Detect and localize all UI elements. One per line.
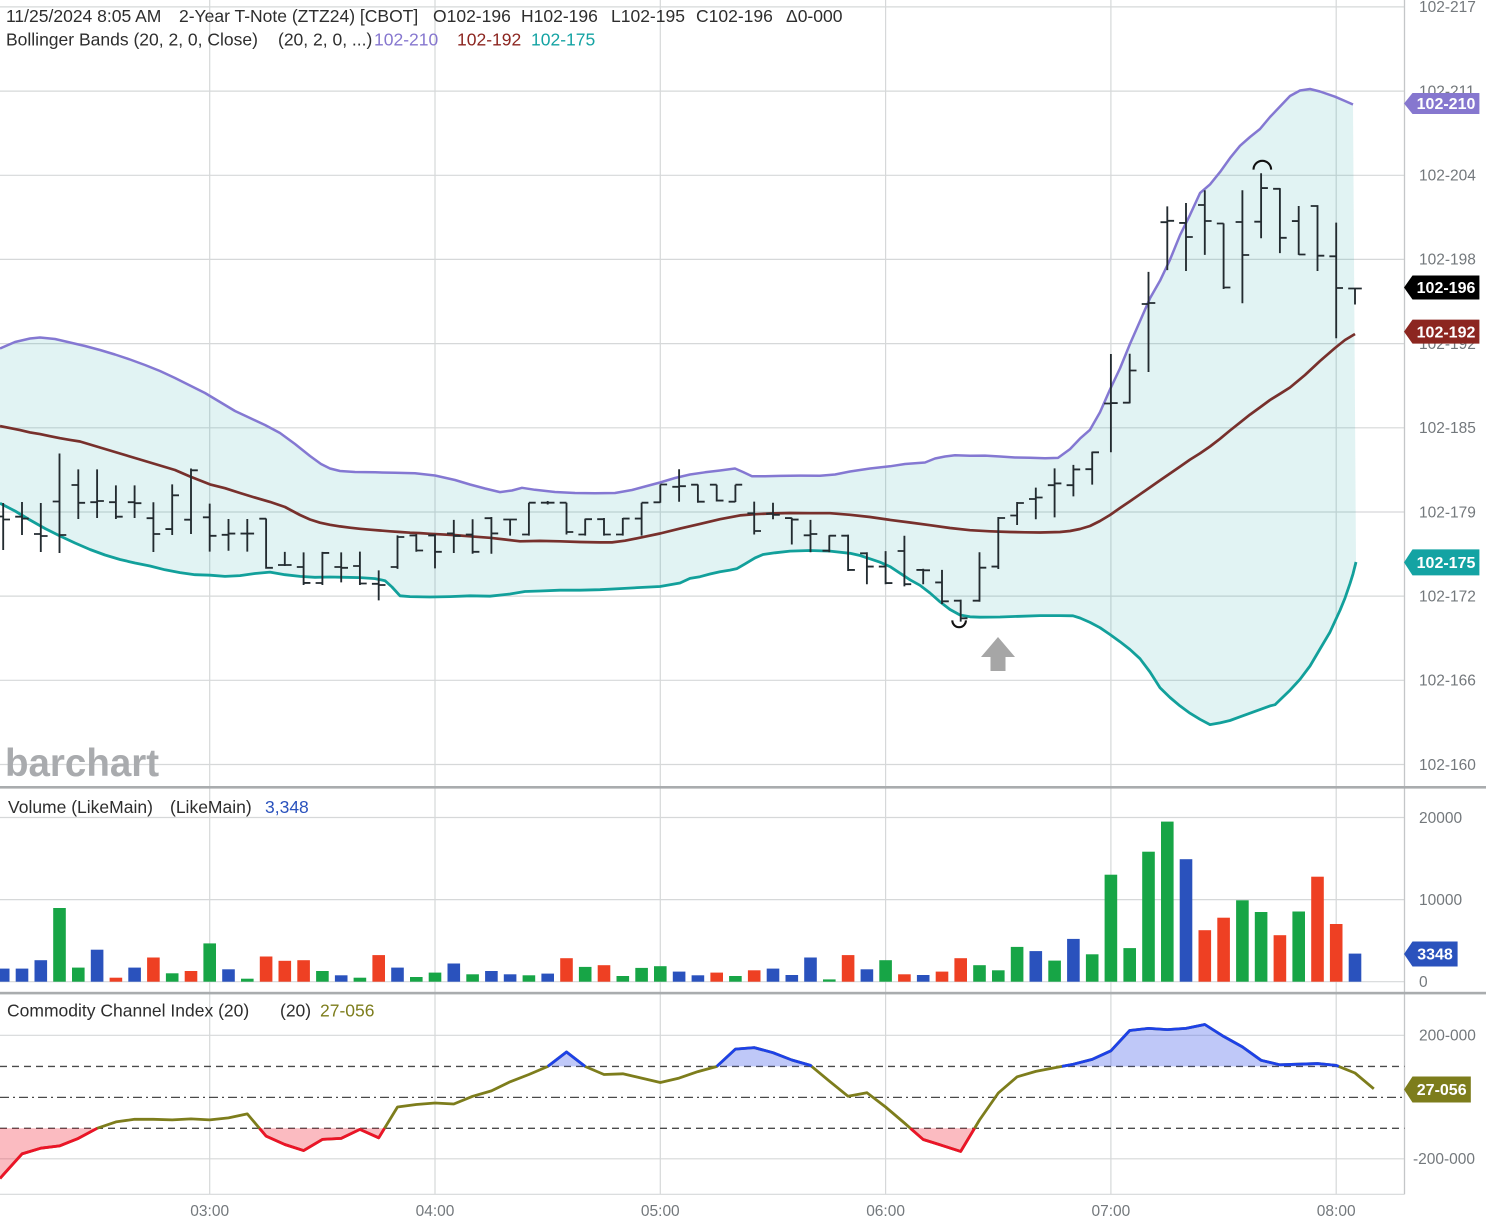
svg-text:27-056: 27-056 bbox=[1417, 1082, 1467, 1099]
svg-text:102-217: 102-217 bbox=[1419, 0, 1476, 16]
svg-text:102-210: 102-210 bbox=[1417, 96, 1476, 113]
svg-text:03:00: 03:00 bbox=[190, 1203, 229, 1220]
svg-text:102-175: 102-175 bbox=[1417, 555, 1476, 572]
svg-text:0: 0 bbox=[1419, 974, 1428, 991]
svg-text:barchart: barchart bbox=[5, 742, 159, 785]
svg-text:102-192: 102-192 bbox=[1417, 324, 1476, 341]
svg-text:102-198: 102-198 bbox=[1419, 252, 1476, 269]
svg-text:102-172: 102-172 bbox=[1419, 588, 1476, 605]
svg-text:102-179: 102-179 bbox=[1419, 504, 1476, 521]
svg-text:04:00: 04:00 bbox=[416, 1203, 455, 1220]
svg-text:3348: 3348 bbox=[1417, 947, 1453, 964]
svg-text:102-196: 102-196 bbox=[1417, 280, 1476, 297]
svg-text:200-000: 200-000 bbox=[1419, 1028, 1476, 1045]
svg-text:08:00: 08:00 bbox=[1317, 1203, 1356, 1220]
svg-text:102-160: 102-160 bbox=[1419, 757, 1476, 774]
svg-text:Bollinger Bands (20, 2, 0, Clo: Bollinger Bands (20, 2, 0, Close) (20, 2,… bbox=[6, 30, 595, 50]
svg-text:05:00: 05:00 bbox=[641, 1203, 680, 1220]
svg-text:102-166: 102-166 bbox=[1419, 673, 1476, 690]
svg-text:Commodity Channel Index (20)(2: Commodity Channel Index (20) (20) 27-056 bbox=[7, 1001, 375, 1021]
svg-text:20000: 20000 bbox=[1419, 810, 1462, 827]
svg-text:102-204: 102-204 bbox=[1419, 168, 1476, 185]
svg-text:-200-000: -200-000 bbox=[1413, 1151, 1475, 1168]
svg-text:06:00: 06:00 bbox=[866, 1203, 905, 1220]
svg-text:07:00: 07:00 bbox=[1092, 1203, 1131, 1220]
svg-text:10000: 10000 bbox=[1419, 892, 1462, 909]
svg-text:102-185: 102-185 bbox=[1419, 420, 1476, 437]
